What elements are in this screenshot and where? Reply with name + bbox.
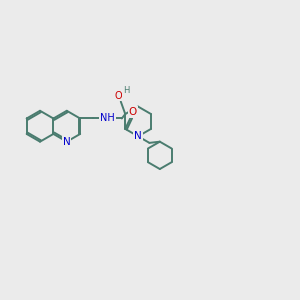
Text: O: O: [115, 91, 122, 100]
Text: NH: NH: [100, 113, 115, 124]
Text: O: O: [129, 107, 137, 117]
Text: N: N: [134, 131, 142, 141]
Text: N: N: [63, 137, 71, 147]
Text: H: H: [123, 86, 129, 95]
